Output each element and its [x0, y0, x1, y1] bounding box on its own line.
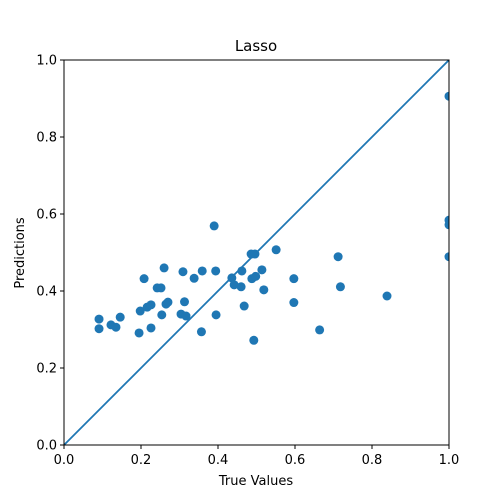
data-point — [236, 282, 246, 292]
x-tick-label: 1.0 — [439, 453, 460, 468]
data-point — [271, 245, 281, 255]
data-point — [189, 273, 199, 283]
data-point — [444, 91, 449, 101]
y-tick-label: 0.4 — [36, 285, 57, 300]
data-point — [196, 327, 206, 337]
plot-area — [64, 60, 449, 445]
x-axis-ticks: 0.0 0.2 0.4 0.6 0.8 1.0 — [54, 445, 460, 468]
x-tick-label: 0.4 — [208, 453, 229, 468]
data-point — [94, 324, 104, 334]
data-point — [335, 282, 345, 292]
data-point — [315, 325, 325, 335]
data-point — [115, 312, 125, 322]
data-point — [250, 249, 260, 259]
data-point — [159, 263, 169, 273]
data-point — [239, 301, 249, 311]
data-point — [181, 311, 191, 321]
x-tick-label: 0.2 — [131, 453, 152, 468]
data-point — [289, 298, 299, 308]
data-point — [146, 300, 156, 310]
data-point — [178, 267, 188, 277]
x-tick-label: 0.8 — [362, 453, 383, 468]
data-point — [251, 271, 261, 281]
data-point — [227, 273, 237, 283]
data-point — [211, 266, 221, 276]
data-point — [444, 252, 449, 262]
y-axis-label: Predictions — [13, 217, 28, 289]
data-point — [249, 335, 259, 345]
y-tick-label: 0.6 — [36, 208, 57, 223]
data-point — [156, 283, 166, 293]
data-point — [180, 297, 190, 307]
data-point — [237, 266, 247, 276]
data-point — [289, 274, 299, 284]
data-point — [111, 322, 121, 332]
chart-title: Lasso — [235, 37, 277, 55]
y-tick-label: 0.0 — [36, 439, 57, 454]
data-point — [229, 280, 239, 290]
data-point — [211, 310, 221, 320]
data-point — [257, 265, 267, 275]
y-tick-label: 0.8 — [36, 131, 57, 146]
data-point — [444, 220, 449, 230]
data-point — [197, 266, 207, 276]
data-point — [134, 328, 144, 338]
y-axis-ticks: 0.0 0.2 0.4 0.6 0.8 1.0 — [36, 54, 64, 454]
data-point — [382, 291, 392, 301]
data-point — [333, 252, 343, 262]
y-tick-label: 0.2 — [36, 362, 57, 377]
data-point — [209, 221, 219, 231]
data-points — [94, 91, 449, 345]
data-point — [146, 323, 156, 333]
data-point — [163, 297, 173, 307]
data-point — [139, 274, 149, 284]
plot-frame — [63, 59, 450, 446]
x-tick-label: 0.0 — [54, 453, 75, 468]
x-tick-label: 0.6 — [285, 453, 306, 468]
y-tick-label: 1.0 — [36, 54, 57, 69]
x-axis-label: True Values — [218, 474, 293, 489]
data-point — [135, 306, 145, 316]
data-point — [94, 314, 104, 324]
data-point — [157, 310, 167, 320]
data-point — [259, 285, 269, 295]
